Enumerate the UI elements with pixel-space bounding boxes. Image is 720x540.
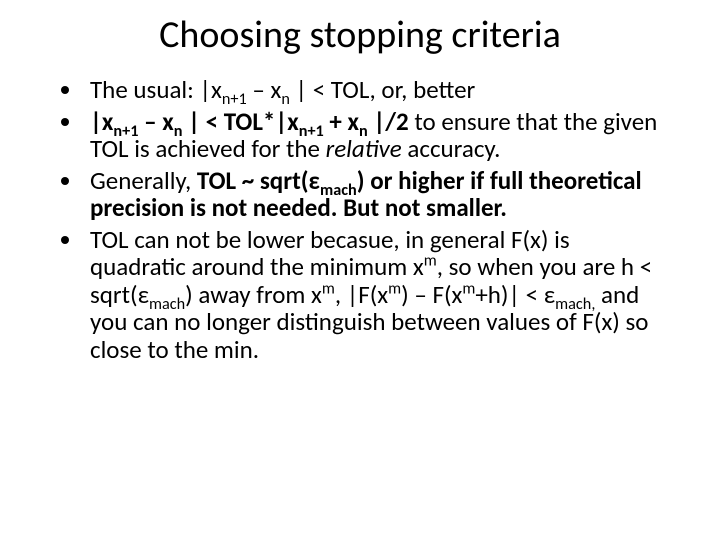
bullet-item: |xn+1 – xn | < TOL*|xn+1 + xn |/2 to ens… [84, 108, 670, 163]
bullet-list: The usual: |xn+1 – xn | < TOL, or, bette… [50, 76, 670, 363]
bullet-item: The usual: |xn+1 – xn | < TOL, or, bette… [84, 76, 670, 104]
text-run: , |F(x [335, 279, 388, 310]
text-run: | < TOL*|x [182, 106, 298, 137]
text-run: – x [247, 74, 282, 105]
bullet-item: TOL can not be lower becasue, in general… [84, 226, 670, 364]
text-run: + x [324, 106, 359, 137]
text-run: The usual: |x [90, 74, 222, 105]
text-run: |/2 [368, 106, 409, 137]
text-run: m [388, 279, 401, 298]
text-run: TOL ~ sqrt(ε [197, 165, 320, 196]
text-run: Generally, [90, 165, 197, 196]
text-run: |x [90, 106, 113, 137]
text-run: ) away from x [185, 279, 322, 310]
text-run: – x [138, 106, 173, 137]
text-run: | < TOL, or, better [290, 74, 475, 105]
slide: Choosing stopping criteria The usual: |x… [0, 0, 720, 540]
bullet-item: Generally, TOL ~ sqrt(εmach) or higher i… [84, 167, 670, 222]
text-run: +h)| < ε [475, 279, 555, 310]
text-run: relative [326, 133, 402, 164]
text-run: accuracy. [402, 133, 501, 164]
text-run: m [424, 252, 437, 271]
text-run: m [462, 279, 475, 298]
slide-title: Choosing stopping criteria [50, 12, 670, 58]
text-run: m [322, 279, 335, 298]
text-run: ) – F(x [401, 279, 462, 310]
